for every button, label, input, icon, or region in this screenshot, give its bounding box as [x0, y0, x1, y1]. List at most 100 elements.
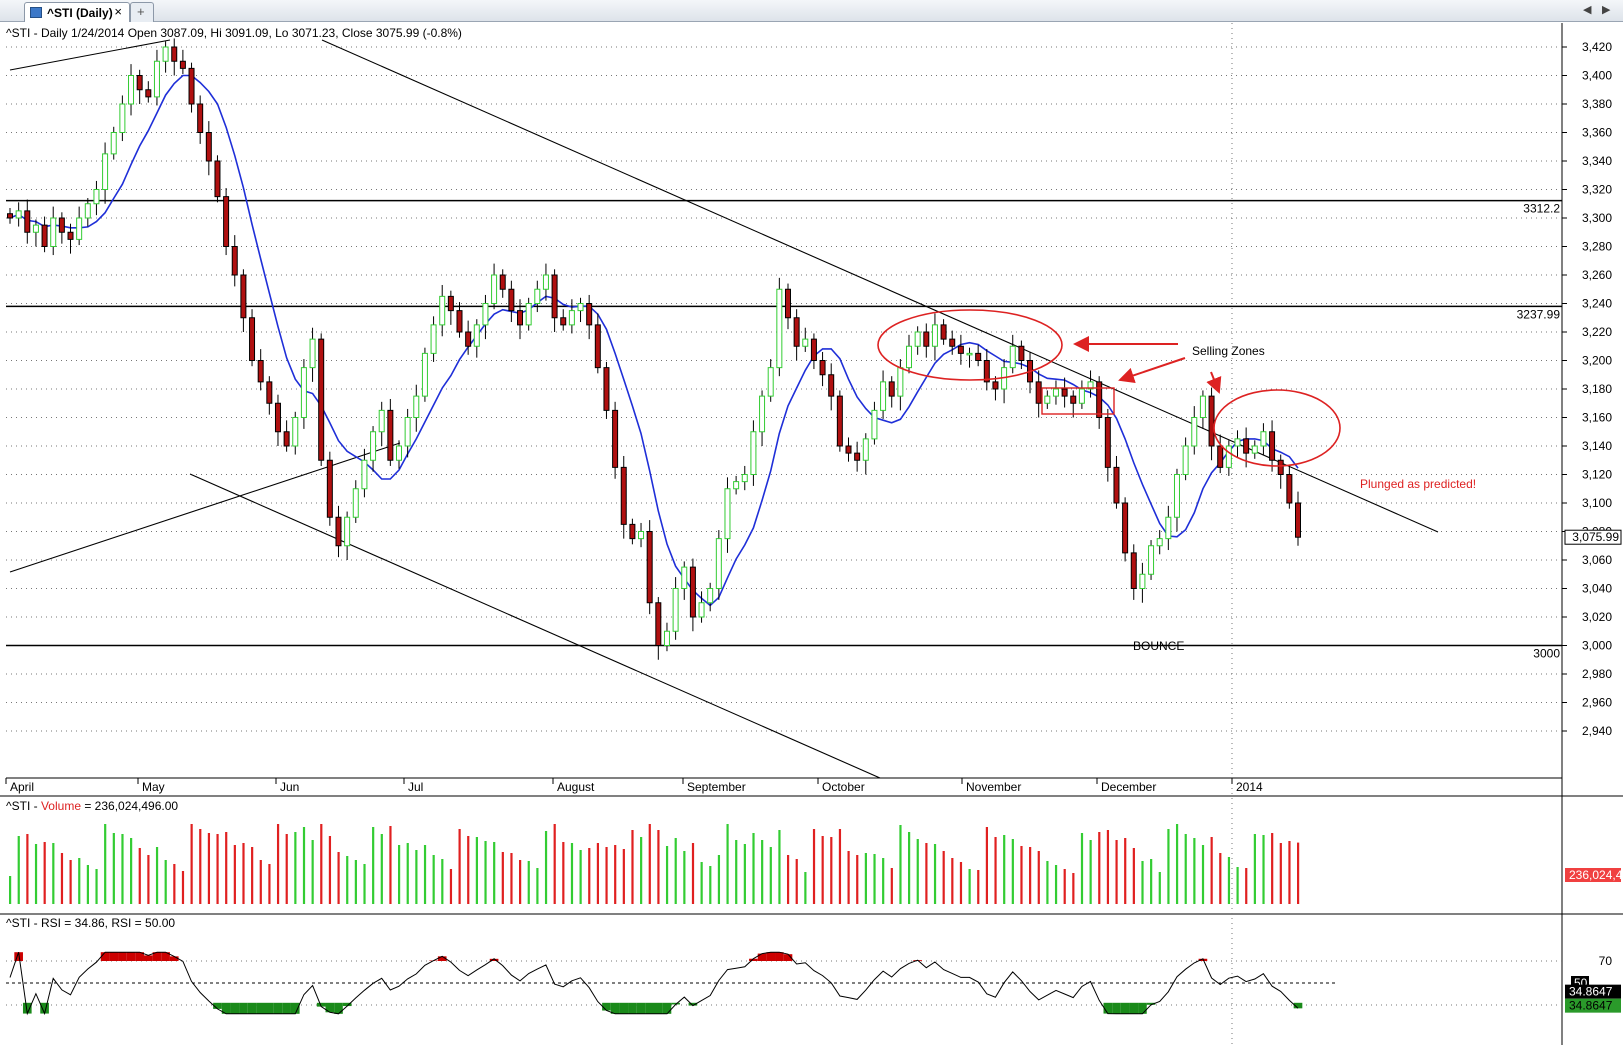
price-header: ^STI - Daily 1/24/2014 Open 3087.09, Hi …: [6, 26, 462, 40]
last-price-label: 3,075.99: [1572, 530, 1619, 544]
candle-body: [1225, 445, 1232, 468]
rsi-oversold-fill: [645, 1002, 654, 1014]
candle-body: [257, 360, 264, 383]
volume-bar: [536, 868, 539, 904]
volume-bar: [994, 837, 997, 904]
candle-body: [612, 409, 619, 468]
volume-bar: [1297, 842, 1300, 904]
scroll-left-icon[interactable]: ◀: [1583, 4, 1592, 16]
volume-bar: [1029, 847, 1032, 904]
candle-body: [845, 445, 852, 454]
candle-body: [162, 46, 169, 62]
candle-body: [983, 360, 990, 383]
volume-bar: [475, 837, 478, 904]
candle-body: [1165, 516, 1172, 540]
rsi-oversold-fill: [602, 1002, 611, 1011]
chart-icon: [30, 7, 42, 18]
candle-body: [67, 231, 74, 240]
volume-bar: [190, 824, 193, 904]
volume-bar: [1175, 824, 1179, 904]
candle-body: [84, 203, 91, 219]
month-label: Jul: [408, 780, 423, 794]
rsi-overbought-fill: [437, 956, 447, 961]
volume-bar: [372, 827, 375, 904]
candle-body: [992, 381, 999, 390]
volume-bar: [1141, 861, 1144, 904]
volume-bar: [26, 834, 29, 904]
ytick-label: 3,220: [1582, 325, 1612, 339]
rsi-overbought-fill: [14, 952, 23, 961]
candle-body: [819, 360, 826, 376]
candle-body: [240, 274, 247, 319]
volume-bar: [1219, 853, 1222, 904]
volume-bar: [1253, 834, 1256, 904]
rsi-overbought-fill: [775, 952, 784, 961]
rsi-oversold-fill: [265, 1002, 274, 1014]
rsi-overbought-fill: [749, 958, 758, 961]
close-icon[interactable]: ×: [114, 4, 122, 19]
candle-body: [560, 317, 567, 326]
volume-bar: [553, 824, 556, 904]
candle-body: [421, 352, 428, 397]
volume-bar: [112, 833, 115, 904]
candle-body: [309, 338, 316, 369]
volume-bar: [925, 843, 928, 904]
volume-bar: [743, 844, 746, 904]
volume-bar: [397, 845, 401, 904]
volume-bar: [640, 837, 643, 904]
tab-sti-daily[interactable]: ^STI (Daily) ×: [24, 2, 130, 22]
candle-body: [326, 459, 333, 518]
volume-bar: [1288, 841, 1291, 904]
rsi-overbought-fill: [100, 952, 110, 961]
volume-bar: [562, 842, 565, 904]
candle-body: [465, 331, 472, 347]
candle-body: [1052, 388, 1059, 397]
rsi-oversold-fill: [325, 1002, 335, 1013]
candle-body: [1295, 502, 1301, 538]
volume-bar: [812, 829, 816, 904]
scroll-right-icon[interactable]: ▶: [1602, 4, 1611, 16]
month-label: November: [966, 780, 1021, 794]
candle-body: [205, 132, 212, 162]
volume-bar: [328, 836, 332, 904]
ytick-label: 3,200: [1582, 354, 1612, 368]
selling-zone-circle: [1213, 389, 1341, 467]
candle-body: [266, 381, 273, 404]
candle-body: [1035, 381, 1042, 404]
volume-bar: [423, 845, 427, 904]
candle-body: [603, 367, 610, 411]
candle-body: [1156, 538, 1163, 547]
selling-zone-box: [1041, 387, 1115, 415]
candle-body: [1173, 474, 1180, 518]
candle-body: [439, 295, 446, 326]
candle-body: [1182, 445, 1189, 475]
rsi-last-label: 34.8647: [1569, 985, 1613, 999]
rsi-oversold-fill: [1129, 1002, 1139, 1014]
volume-bar: [432, 855, 435, 904]
volume-bar: [311, 840, 314, 904]
new-tab-button[interactable]: +: [130, 2, 154, 22]
rsi-oversold-fill: [22, 1002, 32, 1014]
rsi-oversold-fill: [636, 1002, 646, 1014]
volume-bar: [570, 843, 574, 904]
volume-bar: [735, 840, 738, 904]
candle-body: [378, 409, 385, 433]
candle-body: [759, 395, 766, 433]
volume-bar: [441, 859, 444, 904]
volume-bar: [337, 852, 340, 904]
candle-body: [517, 310, 524, 326]
volume-bar: [86, 865, 89, 904]
candle-body: [1277, 459, 1284, 475]
volume-bar: [864, 853, 867, 904]
rsi-oversold-fill: [239, 1002, 248, 1014]
candle-body: [1113, 466, 1120, 504]
candle-body: [568, 310, 575, 326]
candle-body: [940, 324, 947, 340]
rsi-overbought-fill: [783, 954, 793, 961]
candle-body: [810, 338, 817, 361]
volume-bar: [933, 844, 937, 904]
ytick-label: 3,260: [1582, 268, 1612, 282]
candle-body: [715, 538, 722, 589]
candle-body: [1130, 552, 1137, 589]
candle-body: [231, 246, 238, 276]
